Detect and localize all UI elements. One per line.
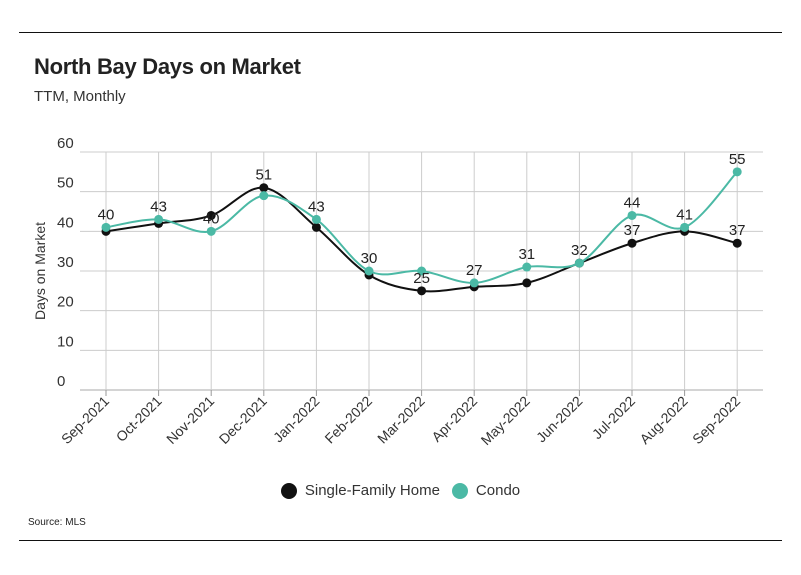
- condo-data-label: 43: [308, 198, 325, 215]
- y-tick-label: 60: [57, 135, 74, 152]
- x-tick-label: Apr-2022: [428, 393, 480, 445]
- condo-point: [206, 226, 216, 236]
- x-tick-label: Oct-2021: [113, 393, 165, 445]
- x-tick-label: Sep-2021: [58, 393, 112, 447]
- x-tick-label: Feb-2022: [321, 393, 375, 447]
- condo-data-label: 30: [361, 250, 378, 267]
- legend-item-condo[interactable]: Condo: [451, 482, 521, 499]
- legend: Single-Family Home Condo: [0, 482, 801, 499]
- x-tick-label: Aug-2022: [636, 393, 690, 447]
- chart-subtitle: TTM, Monthly: [34, 88, 126, 105]
- condo-swatch: [451, 482, 468, 499]
- single-family-point: [732, 238, 742, 248]
- single-family-point: [206, 210, 216, 220]
- legend-label-single-family: Single-Family Home: [304, 482, 440, 499]
- condo-point: [311, 214, 321, 224]
- single-family-point: [417, 286, 427, 296]
- condo-data-label: 40: [98, 206, 115, 223]
- x-tick-label: May-2022: [478, 393, 533, 448]
- y-tick-label: 30: [57, 254, 74, 271]
- condo-data-label: 40: [203, 210, 220, 227]
- condo-data-label: 32: [571, 242, 588, 259]
- condo-point: [732, 167, 742, 177]
- source-note: Source: MLS: [28, 517, 86, 528]
- condo-point: [627, 210, 637, 220]
- condo-point: [154, 214, 164, 224]
- single-family-point: [522, 278, 532, 288]
- top-rule: [19, 32, 782, 33]
- legend-label-condo: Condo: [475, 482, 521, 499]
- condo-data-label: 44: [624, 194, 641, 211]
- x-tick-label: Mar-2022: [374, 393, 428, 447]
- chart-title: North Bay Days on Market: [34, 54, 301, 79]
- condo-data-label: 55: [729, 151, 746, 168]
- x-tick-label: Jan-2022: [270, 393, 323, 446]
- y-tick-label: 50: [57, 175, 74, 192]
- condo-point: [469, 278, 479, 288]
- single-family-point: [259, 183, 269, 193]
- single-family-point: [627, 238, 637, 248]
- x-tick-label: Jul-2022: [589, 393, 638, 442]
- y-tick-label: 40: [57, 214, 74, 231]
- condo-data-label: 31: [518, 246, 535, 263]
- condo-point: [417, 266, 427, 276]
- single-family-data-label: 25: [413, 270, 430, 287]
- condo-data-label: 27: [466, 262, 483, 279]
- condo-data-label: 41: [676, 206, 693, 223]
- condo-point: [101, 222, 111, 232]
- y-tick-label: 20: [57, 294, 74, 311]
- condo-point: [364, 266, 374, 276]
- x-tick-label: Jun-2022: [533, 393, 586, 446]
- legend-item-single-family[interactable]: Single-Family Home: [280, 482, 440, 499]
- single-family-point: [311, 222, 321, 232]
- single-family-data-label: 37: [729, 222, 746, 239]
- y-tick-label: 10: [57, 333, 74, 350]
- x-tick-label: Sep-2022: [689, 393, 743, 447]
- y-tick-label: 0: [57, 373, 65, 390]
- condo-data-label: 43: [150, 198, 167, 215]
- x-tick-label: Dec-2021: [216, 393, 270, 447]
- condo-point: [522, 262, 532, 272]
- single-family-data-label: 51: [255, 167, 272, 184]
- single-family-swatch: [280, 482, 297, 499]
- condo-point: [680, 222, 690, 232]
- condo-point: [259, 191, 269, 201]
- y-axis-label: Days on Market: [32, 222, 48, 320]
- single-family-data-label: 37: [624, 222, 641, 239]
- x-tick-label: Nov-2021: [163, 393, 217, 447]
- condo-point: [574, 258, 584, 268]
- bottom-rule: [19, 540, 782, 541]
